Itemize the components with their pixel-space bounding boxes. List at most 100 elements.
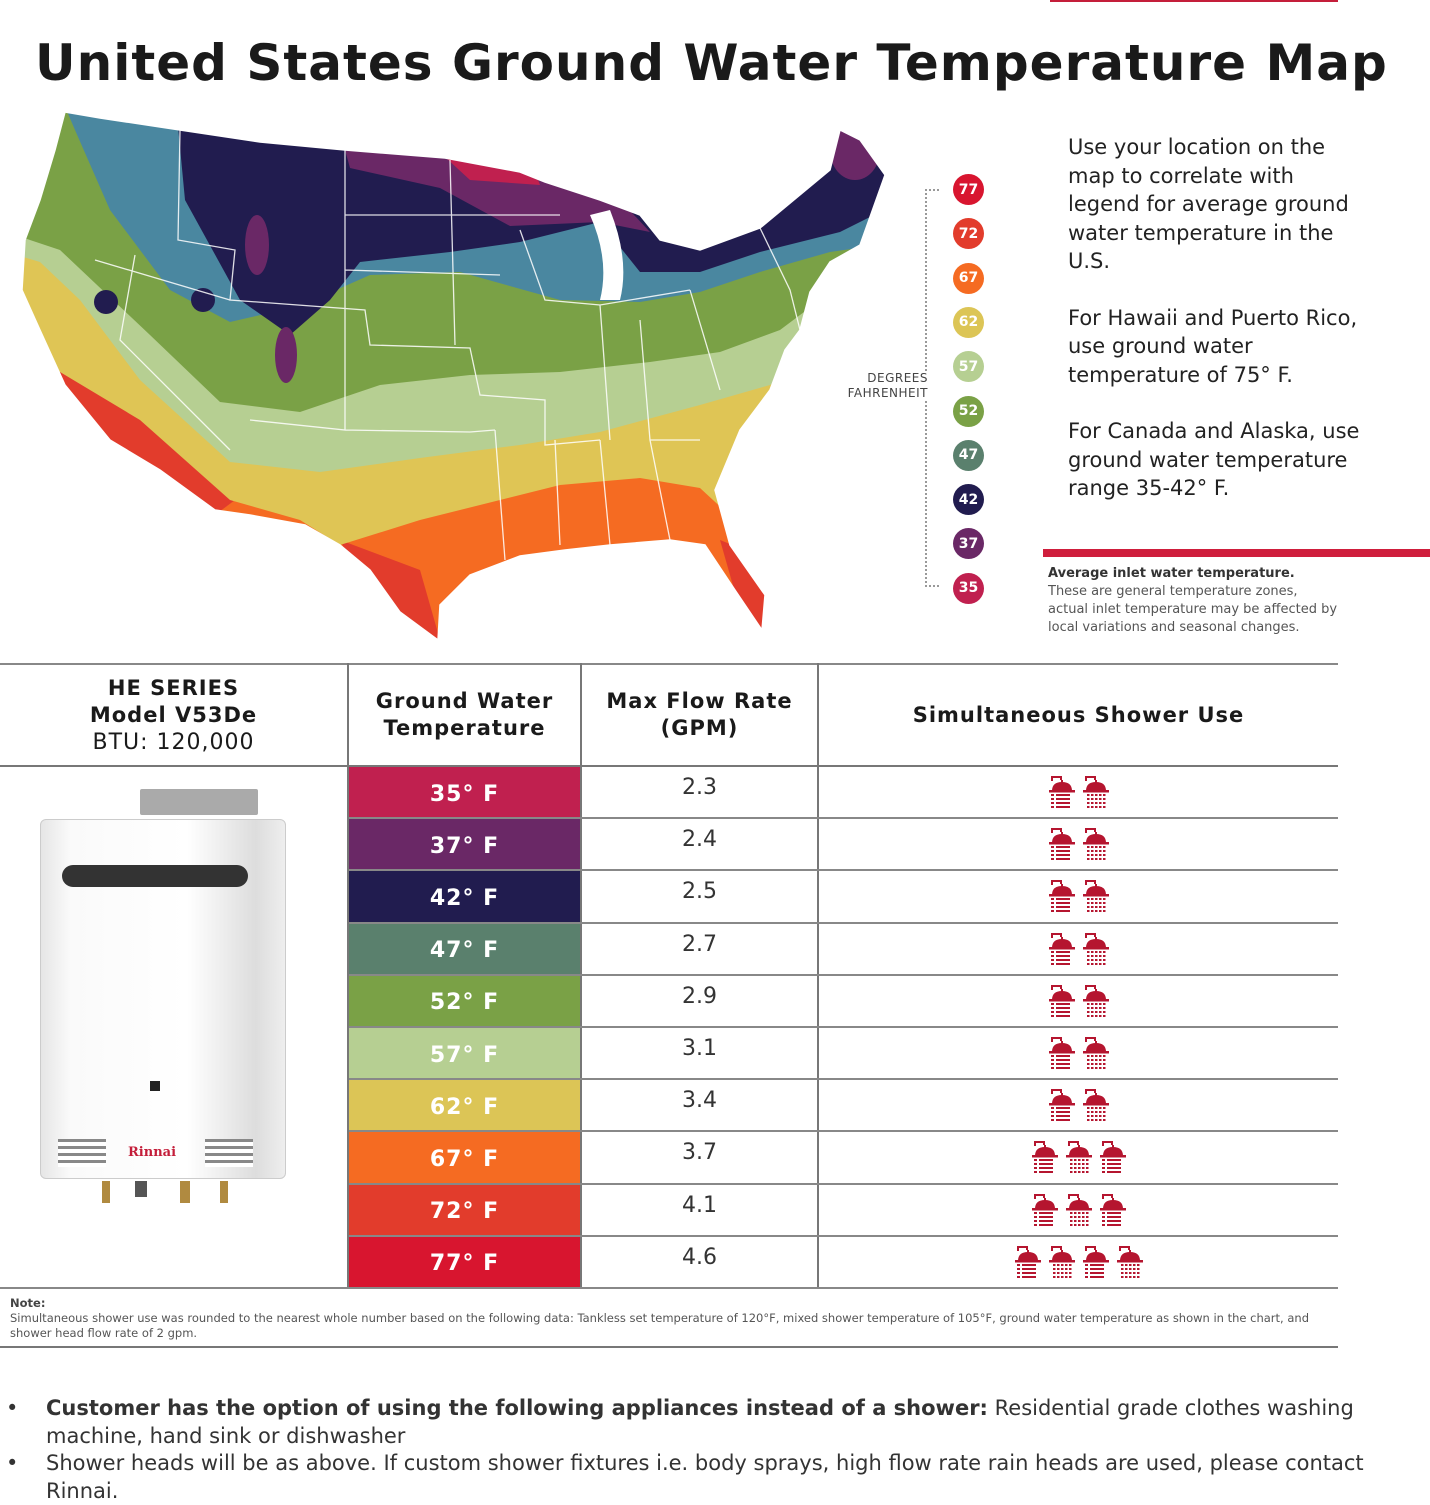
shower-head-icon (1048, 828, 1075, 861)
map-instructions: Use your location on the map to correlat… (1068, 133, 1368, 531)
temperature-cell: 57° F (348, 1026, 582, 1081)
shower-head-icon (1082, 932, 1109, 965)
instruction-canada: For Canada and Alaska, use ground water … (1068, 419, 1360, 500)
temperature-cell: 47° F (348, 922, 582, 976)
temperature-cell: 77° F (348, 1235, 582, 1289)
temperature-cell: 52° F (348, 974, 582, 1028)
footnote-label: Note: (10, 1296, 46, 1310)
shower-use-cell (818, 818, 1338, 872)
legend-dot-47: 47 (953, 439, 984, 471)
shower-use-cell (818, 922, 1338, 976)
average-inlet-note: Average inlet water temperature. These a… (1048, 565, 1338, 637)
table-row: 57° F 3.1 (0, 1026, 1338, 1081)
flow-rate-cell: 3.4 (581, 1079, 819, 1133)
bullet-text: Residential grade clothes washing machin… (46, 1396, 1354, 1448)
flow-rate-cell: 4.1 (581, 1183, 819, 1237)
us-temperature-map (21, 111, 886, 642)
red-divider (1043, 549, 1430, 557)
footnote: Note: Simultaneous shower use was rounde… (10, 1296, 1330, 1341)
footnote-text: Simultaneous shower use was rounded to t… (10, 1311, 1309, 1340)
temperature-cell: 35° F (348, 766, 582, 820)
bullet-marker: • (6, 1451, 19, 1475)
table-row: 67° F 3.7 (0, 1131, 1338, 1185)
shower-head-icon (1048, 1245, 1075, 1278)
header-shower-use: Simultaneous Shower Use (818, 663, 1338, 767)
top-accent-line (1050, 0, 1338, 2)
shower-head-icon (1082, 1037, 1109, 1070)
table-row: 62° F 3.4 (0, 1079, 1338, 1133)
average-inlet-heading: Average inlet water temperature. (1048, 566, 1295, 581)
rinnai-logo: Rinnai (128, 1145, 177, 1160)
shower-head-icon (1048, 1037, 1075, 1070)
shower-head-icon (1048, 932, 1075, 965)
flow-rate-cell: 2.9 (581, 974, 819, 1028)
legend-dot-37: 37 (953, 528, 984, 560)
legend-unit-line1: DEGREES (867, 371, 928, 385)
legend-dot-42: 42 (953, 484, 984, 516)
table-row: 77° F 4.6 (0, 1235, 1338, 1289)
shower-head-icon (1082, 984, 1109, 1017)
model-series: HE SERIES (107, 675, 240, 700)
table-row: 37° F 2.4 (0, 818, 1338, 872)
model-header: HE SERIES Model V53De BTU: 120,000 (0, 663, 349, 767)
shower-use-cell (818, 1026, 1338, 1081)
shower-head-icon (1099, 1141, 1126, 1174)
legend-unit-line2: FAHRENHEIT (847, 386, 928, 400)
flow-rate-cell: 3.1 (581, 1026, 819, 1081)
shower-use-cell (818, 1131, 1338, 1185)
shower-head-icon (1082, 1089, 1109, 1122)
shower-head-icon (1082, 880, 1109, 913)
table-row: 42° F 2.5 (0, 870, 1338, 924)
footnote-divider (0, 1346, 1338, 1348)
shower-head-icon (1048, 984, 1075, 1017)
model-name: Model V53De (89, 702, 258, 727)
shower-head-icon (1082, 1245, 1109, 1278)
bullet-list: • Customer has the option of using the fo… (0, 1395, 1400, 1505)
temperature-cell: 67° F (348, 1131, 582, 1185)
shower-head-icon (1065, 1141, 1092, 1174)
shower-head-icon (1065, 1193, 1092, 1226)
legend-dot-35: 35 (953, 572, 984, 604)
legend-dot-77: 77 (953, 174, 984, 205)
bullet-marker: • (6, 1396, 19, 1420)
shower-head-icon (1048, 880, 1075, 913)
legend-dot-52: 52 (953, 395, 984, 427)
table-row: 47° F 2.7 (0, 922, 1338, 976)
page-title: United States Ground Water Temperature M… (35, 34, 1388, 92)
average-inlet-body: These are general temperature zones, act… (1048, 584, 1338, 635)
shower-use-cell (818, 766, 1338, 820)
bullet-text: Shower heads will be as above. If custom… (46, 1451, 1364, 1503)
shower-use-cell (818, 1183, 1338, 1237)
bullet-item-shower-heads: • Shower heads will be as above. If custo… (0, 1450, 1400, 1505)
flow-rate-cell: 2.3 (581, 766, 819, 820)
shower-head-icon (1099, 1193, 1126, 1226)
shower-head-icon (1048, 776, 1075, 809)
model-btu: BTU: 120,000 (92, 729, 255, 755)
instruction-location: Use your location on the map to correlat… (1068, 135, 1349, 273)
flow-rate-cell: 4.6 (581, 1235, 819, 1289)
legend-dot-67: 67 (953, 262, 984, 294)
flow-rate-cell: 2.4 (581, 818, 819, 872)
shower-use-cell (818, 1079, 1338, 1133)
shower-head-icon (1082, 776, 1109, 809)
shower-use-cell (818, 870, 1338, 924)
table-row: Rinnai 35° F 2.3 (0, 766, 1338, 1289)
instruction-hawaii: For Hawaii and Puerto Rico, use ground w… (1068, 305, 1358, 387)
bullet-bold: Customer has the option of using the fol… (46, 1396, 988, 1420)
water-heater-image: Rinnai (40, 789, 286, 1219)
shower-head-icon (1031, 1141, 1058, 1174)
header-temperature: Ground Water Temperature (348, 663, 582, 767)
shower-use-cell (818, 1235, 1338, 1289)
flow-rate-cell: 2.5 (581, 870, 819, 924)
legend-dot-62: 62 (953, 306, 984, 338)
product-image-cell: Rinnai (0, 766, 349, 1289)
temperature-cell: 42° F (348, 870, 582, 924)
shower-head-icon (1082, 828, 1109, 861)
shower-head-icon (1048, 1089, 1075, 1122)
temperature-cell: 72° F (348, 1183, 582, 1237)
table-row: 52° F 2.9 (0, 974, 1338, 1028)
legend-dot-72: 72 (953, 218, 984, 250)
flow-rate-table: HE SERIES Model V53De BTU: 120,000 Groun… (0, 663, 1338, 1289)
shower-use-cell (818, 974, 1338, 1028)
header-flow-rate: Max Flow Rate (GPM) (581, 663, 819, 767)
